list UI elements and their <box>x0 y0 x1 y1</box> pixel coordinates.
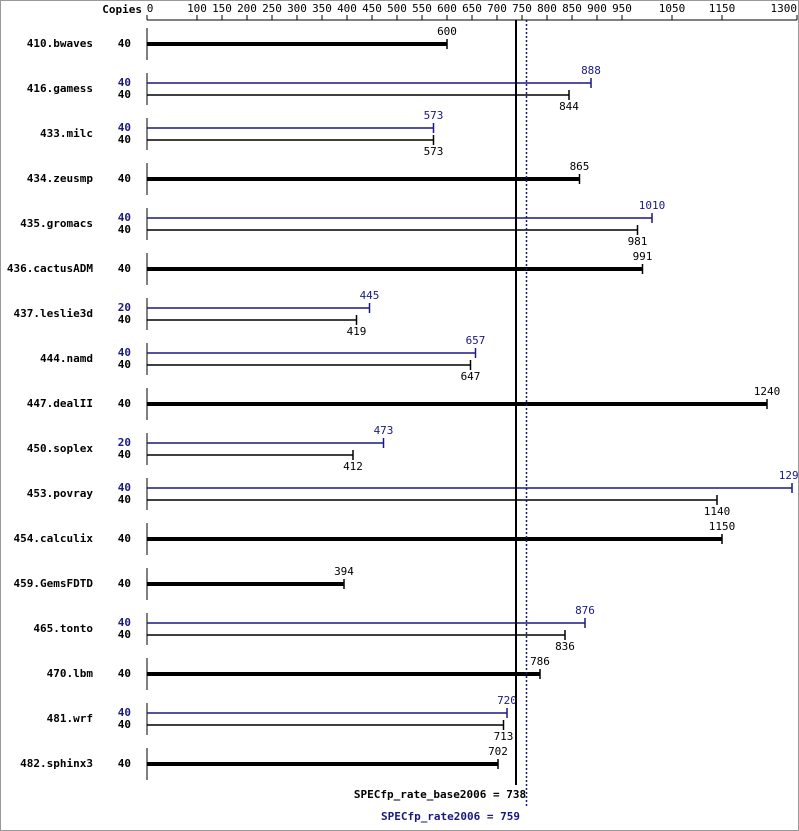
copies-label: 40 <box>118 211 131 224</box>
value-label: 419 <box>347 325 367 338</box>
copies-header: Copies <box>102 3 142 16</box>
copies-label: 40 <box>118 667 131 680</box>
value-label: 713 <box>494 730 514 743</box>
x-tick-label: 700 <box>487 2 507 15</box>
category-label: 433.milc <box>40 127 93 140</box>
x-tick-label: 750 <box>512 2 532 15</box>
value-label: 981 <box>628 235 648 248</box>
category-label: 453.povray <box>27 487 94 500</box>
copies-label: 20 <box>118 436 131 449</box>
value-label: 1290 <box>779 469 799 482</box>
x-tick-label: 200 <box>237 2 257 15</box>
copies-label: 40 <box>118 313 131 326</box>
x-tick-label: 300 <box>287 2 307 15</box>
category-label: 436.cactusADM <box>7 262 93 275</box>
x-tick-label: 800 <box>537 2 557 15</box>
copies-label: 40 <box>118 88 131 101</box>
copies-label: 40 <box>118 616 131 629</box>
category-label: 416.gamess <box>27 82 93 95</box>
copies-label: 40 <box>118 223 131 236</box>
x-tick-label: 550 <box>412 2 432 15</box>
copies-label: 40 <box>118 577 131 590</box>
x-tick-label: 450 <box>362 2 382 15</box>
category-label: 450.soplex <box>27 442 94 455</box>
reference-label: SPECfp_rate_base2006 = 738 <box>354 788 526 801</box>
copies-label: 40 <box>118 718 131 731</box>
category-label: 481.wrf <box>47 712 93 725</box>
value-label: 1240 <box>754 385 781 398</box>
reference-label: SPECfp_rate2006 = 759 <box>381 810 520 823</box>
copies-label: 40 <box>118 706 131 719</box>
category-label: 434.zeusmp <box>27 172 94 185</box>
value-label: 876 <box>575 604 595 617</box>
x-tick-label: 650 <box>462 2 482 15</box>
value-label: 786 <box>530 655 550 668</box>
x-tick-label: 100 <box>187 2 207 15</box>
x-tick-label: 600 <box>437 2 457 15</box>
value-label: 445 <box>360 289 380 302</box>
category-label: 410.bwaves <box>27 37 93 50</box>
value-label: 888 <box>581 64 601 77</box>
value-label: 657 <box>466 334 486 347</box>
value-label: 1140 <box>704 505 731 518</box>
category-label: 465.tonto <box>33 622 93 635</box>
value-label: 473 <box>374 424 394 437</box>
x-tick-label: 900 <box>587 2 607 15</box>
copies-label: 40 <box>118 481 131 494</box>
x-tick-label: 250 <box>262 2 282 15</box>
copies-label: 40 <box>118 397 131 410</box>
x-tick-label: 850 <box>562 2 582 15</box>
category-label: 435.gromacs <box>20 217 93 230</box>
category-label: 470.lbm <box>47 667 94 680</box>
category-label: 482.sphinx3 <box>20 757 93 770</box>
copies-label: 40 <box>118 346 131 359</box>
category-label: 454.calculix <box>14 532 94 545</box>
value-label: 844 <box>559 100 579 113</box>
copies-label: 40 <box>118 172 131 185</box>
x-tick-label: 1150 <box>709 2 736 15</box>
copies-label: 40 <box>118 121 131 134</box>
x-tick-label: 150 <box>212 2 232 15</box>
x-tick-label: 0 <box>147 2 154 15</box>
copies-label: 40 <box>118 262 131 275</box>
category-label: 437.leslie3d <box>14 307 93 320</box>
value-label: 720 <box>497 694 517 707</box>
copies-label: 40 <box>118 133 131 146</box>
value-label: 1150 <box>709 520 736 533</box>
copies-label: 40 <box>118 493 131 506</box>
value-label: 573 <box>424 145 444 158</box>
x-tick-label: 950 <box>612 2 632 15</box>
value-label: 1010 <box>639 199 666 212</box>
category-label: 459.GemsFDTD <box>14 577 94 590</box>
value-label: 600 <box>437 25 457 38</box>
value-label: 991 <box>633 250 653 263</box>
value-label: 412 <box>343 460 363 473</box>
copies-label: 40 <box>118 448 131 461</box>
x-tick-label: 1050 <box>659 2 686 15</box>
value-label: 836 <box>555 640 575 653</box>
value-label: 647 <box>461 370 481 383</box>
value-label: 702 <box>488 745 508 758</box>
copies-label: 40 <box>118 76 131 89</box>
x-tick-label: 400 <box>337 2 357 15</box>
category-label: 447.dealII <box>27 397 93 410</box>
copies-label: 20 <box>118 301 131 314</box>
value-label: 865 <box>570 160 590 173</box>
copies-label: 40 <box>118 628 131 641</box>
value-label: 394 <box>334 565 354 578</box>
x-tick-label: 350 <box>312 2 332 15</box>
category-label: 444.namd <box>40 352 93 365</box>
copies-label: 40 <box>118 37 131 50</box>
x-tick-label: 1300 <box>771 2 798 15</box>
x-tick-label: 500 <box>387 2 407 15</box>
copies-label: 40 <box>118 757 131 770</box>
copies-label: 40 <box>118 358 131 371</box>
value-label: 573 <box>424 109 444 122</box>
copies-label: 40 <box>118 532 131 545</box>
